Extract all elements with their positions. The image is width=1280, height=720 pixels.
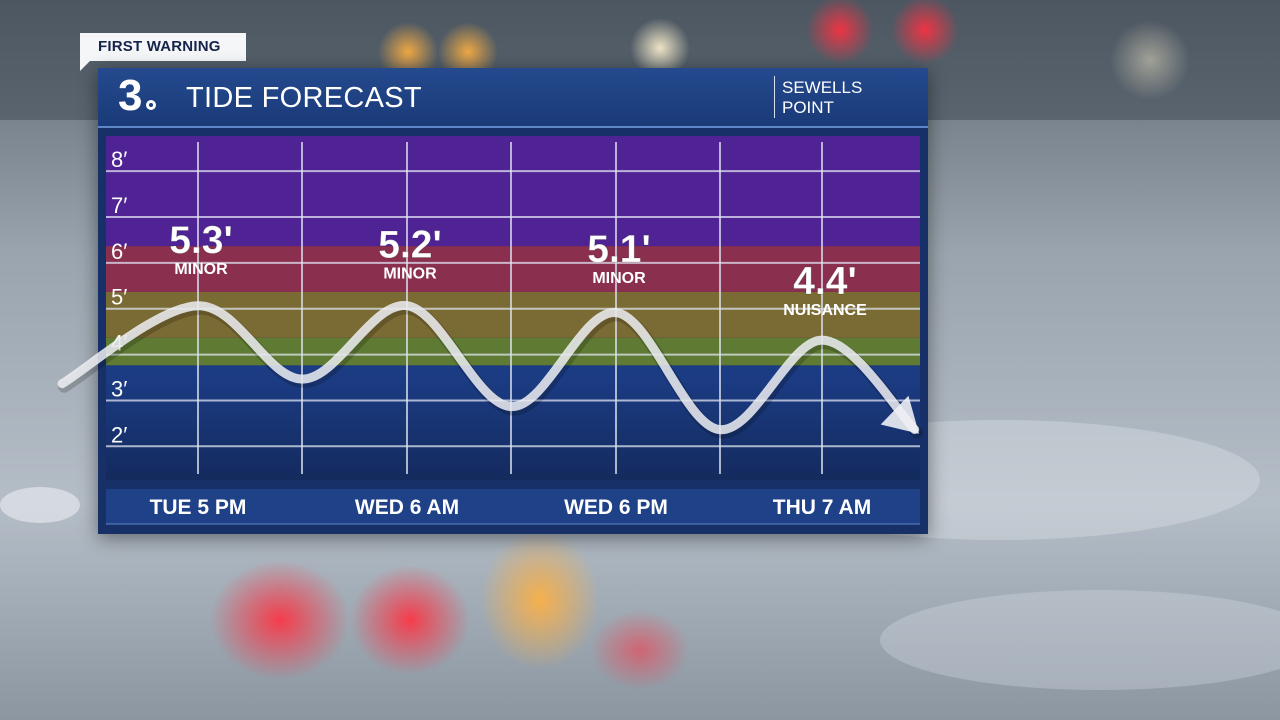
- network-eye-icon: [144, 98, 158, 112]
- page-title: TIDE FORECAST: [186, 82, 422, 114]
- first-warning-label: FIRST WARNING: [98, 38, 221, 55]
- tide-forecast-panel: 3 TIDE FORECAST SEWELLS POINT: [98, 68, 928, 534]
- location-line-1: SEWELLS: [782, 78, 863, 97]
- location-divider: [774, 76, 775, 118]
- station-logo: 3: [118, 74, 162, 118]
- badge-notch: [80, 61, 90, 71]
- first-warning-badge: FIRST WARNING: [80, 33, 246, 61]
- station-logo-number: 3: [118, 71, 143, 120]
- location-line-2: POINT: [782, 98, 834, 117]
- location-label: SEWELLS POINT: [782, 78, 862, 118]
- panel-header: 3 TIDE FORECAST SEWELLS POINT: [98, 68, 928, 128]
